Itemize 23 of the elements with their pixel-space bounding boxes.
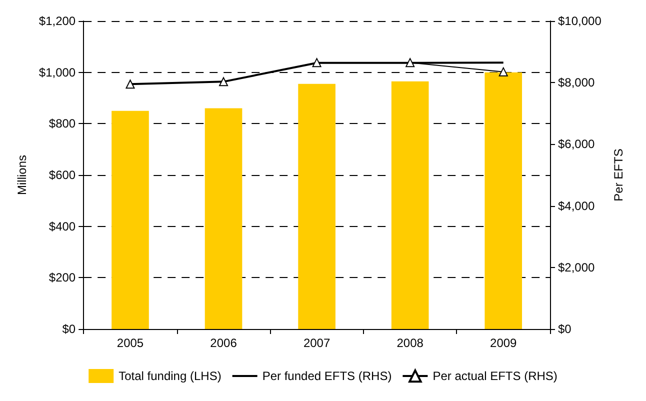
y2-axis-title: Per EFTS [611, 148, 626, 202]
x-tick-label: 2006 [210, 336, 238, 350]
y-tick-label: $800 [48, 116, 76, 131]
legend-label: Per funded EFTS (RHS) [262, 369, 392, 383]
legend-label: Per actual EFTS (RHS) [432, 369, 558, 383]
y2-tick-label: $4,000 [558, 198, 596, 213]
y2-tick-label: $0 [558, 322, 572, 336]
y-tick-label: $200 [48, 270, 76, 285]
y-tick-label: $1,200 [38, 14, 76, 28]
y-tick-label: $400 [48, 219, 76, 234]
y2-tick-label: $8,000 [558, 76, 596, 90]
y-tick-label: $1,000 [38, 65, 76, 80]
legend-label: Total funding (LHS) [118, 369, 222, 383]
x-tick-label: 2005 [116, 336, 144, 350]
y-tick-label: $600 [48, 168, 76, 182]
x-tick-label: 2009 [490, 336, 518, 350]
y-tick-label: $0 [62, 322, 76, 336]
y-axis-title: Millions [15, 154, 29, 196]
y2-tick-label: $2,000 [558, 260, 596, 274]
y2-tick-label: $6,000 [558, 137, 596, 152]
x-tick-label: 2008 [396, 336, 424, 350]
y2-tick-label: $10,000 [558, 14, 602, 28]
x-tick-label: 2007 [303, 336, 330, 350]
